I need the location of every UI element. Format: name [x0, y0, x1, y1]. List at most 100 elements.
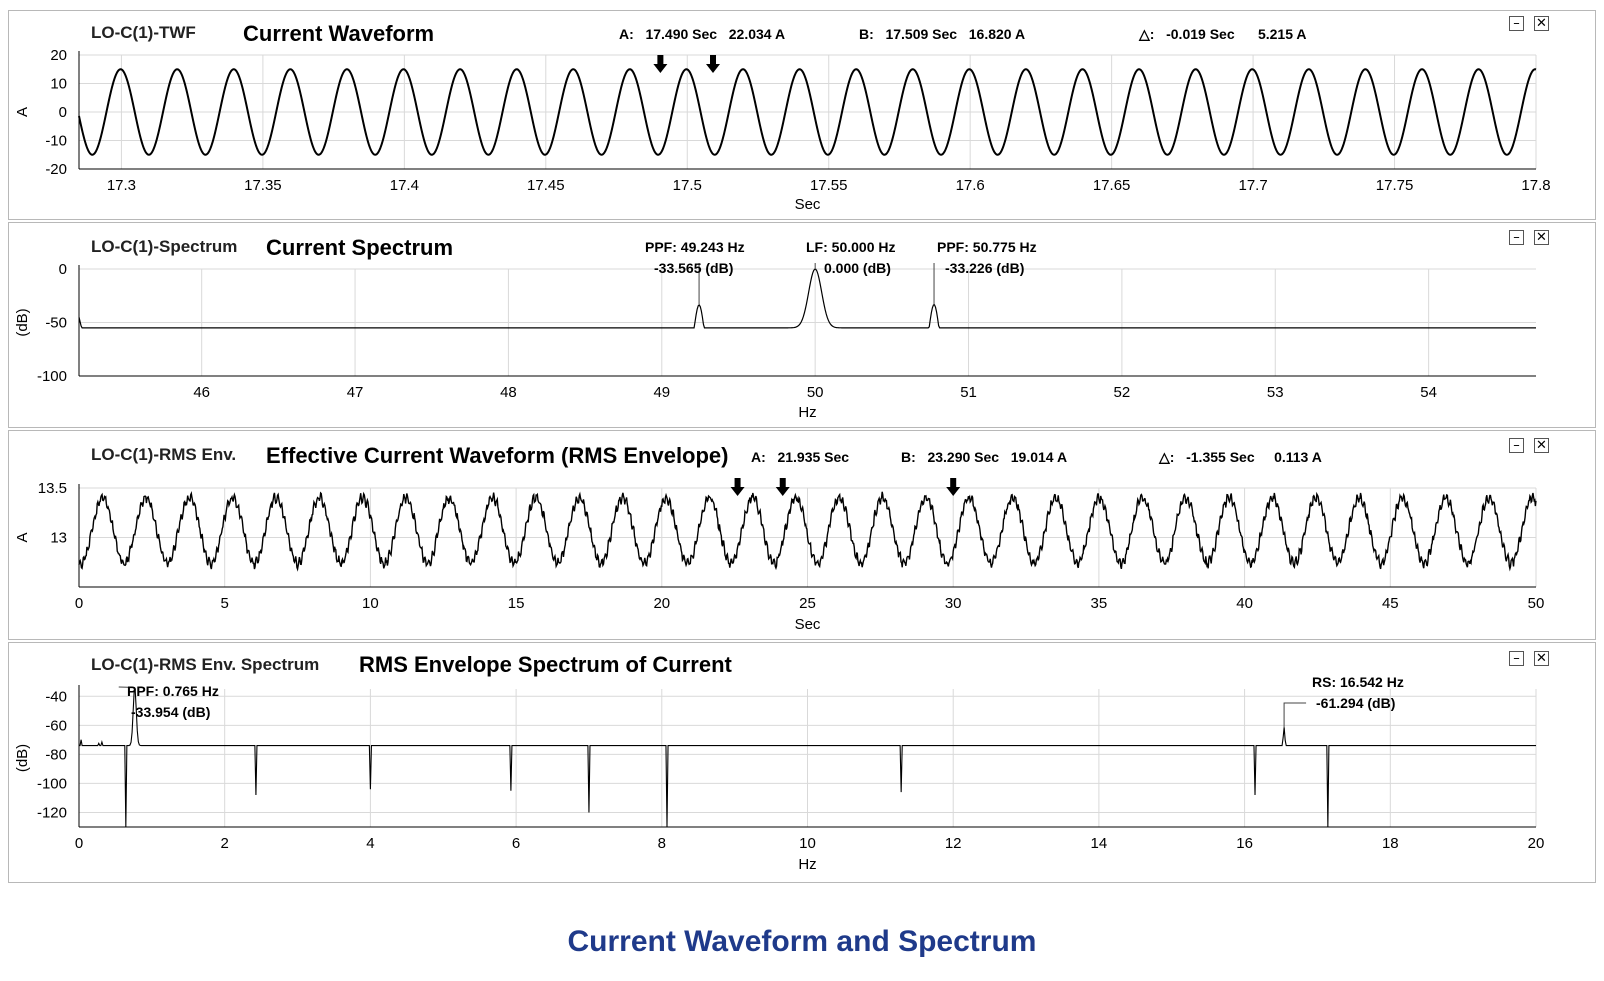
x-tick-label: 4 — [366, 835, 374, 852]
panel-tag: LO-C(1)-RMS Env. — [91, 445, 237, 464]
minimize-button[interactable]: – — [1509, 16, 1524, 31]
series-line — [78, 490, 1537, 572]
panel-title: Current Spectrum — [266, 235, 454, 260]
minimize-button[interactable]: – — [1509, 230, 1524, 245]
panel-tag: LO-C(1)-RMS Env. Spectrum — [91, 655, 320, 674]
peak-label: RS: 16.542 Hz — [1312, 674, 1404, 690]
x-tick-label: 17.3 — [107, 177, 136, 194]
x-tick-label: 0 — [75, 595, 83, 612]
peak-value: -33.226 (dB) — [945, 260, 1025, 276]
x-tick-label: 14 — [1091, 835, 1108, 852]
x-tick-label: 17.45 — [527, 177, 565, 194]
panel-rms-envelope: 0 5 10 15 20 25 30 35 40 45 50 13 13.5 Sec A LO-C(1)-R… — [8, 430, 1596, 640]
x-tick-label: 40 — [1236, 595, 1253, 612]
x-tick-label: 46 — [193, 384, 210, 401]
peak-value: -33.954 (dB) — [131, 704, 211, 720]
y-tick-label: 20 — [50, 47, 67, 64]
cursor-delta-readout: △: -0.019 Sec 5.215 A — [1139, 26, 1306, 43]
x-tick-label: 8 — [658, 835, 666, 852]
close-button[interactable]: ✕ — [1534, 230, 1549, 245]
cursor-arrow-icon — [653, 55, 668, 73]
x-axis-label: Hz — [798, 404, 816, 421]
x-tick-label: 16 — [1236, 835, 1253, 852]
peak-label: PPF: 49.243 Hz — [645, 239, 745, 255]
x-tick-label: 51 — [960, 384, 977, 401]
close-button[interactable]: ✕ — [1534, 16, 1549, 31]
cursor-a-readout: A: 21.935 Sec — [751, 449, 849, 465]
x-tick-label: 25 — [799, 595, 816, 612]
cursor-delta-value: 5.215 A — [1257, 26, 1307, 42]
x-tick-label: 10 — [362, 595, 379, 612]
peak-marker — [1283, 702, 1307, 728]
x-tick-label: 48 — [500, 384, 517, 401]
y-tick-label: -50 — [45, 315, 67, 332]
figure-caption: Current Waveform and Spectrum — [567, 925, 1037, 958]
chart-rms-envelope-spectrum: 0 2 4 6 8 10 12 14 16 18 20 -120 -100 -80 -60 -40 Hz (dB) — [14, 685, 1544, 873]
cursor-b-readout: B: 23.290 Sec 19.014 A — [901, 449, 1067, 465]
x-tick-label: 17.75 — [1376, 177, 1414, 194]
cursor-a-time: 17.490 Sec — [645, 26, 718, 42]
x-tick-label: 54 — [1420, 384, 1437, 401]
y-tick-label: 0 — [59, 261, 67, 278]
cursor-a-label: A: — [619, 26, 634, 42]
y-tick-label: 10 — [50, 76, 67, 93]
series-line — [78, 68, 1537, 156]
x-tick-label: 49 — [653, 384, 670, 401]
minimize-button[interactable]: – — [1509, 438, 1524, 453]
series-line — [79, 688, 1536, 828]
chart-current-waveform: 17.3 17.35 17.4 17.45 17.5 17.55 17.6 17.65 17.7… — [14, 47, 1551, 213]
x-tick-label: 5 — [221, 595, 229, 612]
cursor-delta-readout: △: -1.355 Sec 0.113 A — [1159, 449, 1322, 466]
x-tick-label: 50 — [807, 384, 824, 401]
cursor-delta-label: △: — [1139, 26, 1155, 42]
series-line — [78, 268, 1536, 329]
x-tick-label: 17.35 — [244, 177, 282, 194]
cursor-a-label: A: — [751, 449, 766, 465]
cursor-arrow-icon — [730, 478, 745, 496]
close-button[interactable]: ✕ — [1534, 438, 1549, 453]
peak-value: -33.565 (dB) — [654, 260, 734, 276]
cursor-b-time: 23.290 Sec — [927, 449, 1000, 465]
panel-current-waveform: 17.3 17.35 17.4 17.45 17.5 17.55 17.6 17.65 17.7… — [8, 10, 1596, 220]
panel-title: Current Waveform — [243, 21, 435, 46]
panel-title: RMS Envelope Spectrum of Current — [359, 652, 732, 677]
x-tick-label: 20 — [653, 595, 670, 612]
cursor-b-label: B: — [901, 449, 916, 465]
y-tick-label: 13.5 — [38, 480, 67, 497]
panel-current-spectrum: 46 47 48 49 50 51 52 53 54 -100 -50 0 Hz (dB) LO-C(1)… — [8, 222, 1596, 428]
panel-title: Effective Current Waveform (RMS Envelope… — [266, 443, 729, 468]
cursor-delta-value: 0.113 A — [1274, 449, 1322, 465]
y-axis-label: A — [14, 107, 31, 117]
x-tick-label: 0 — [75, 835, 83, 852]
cursor-b-label: B: — [859, 26, 874, 42]
panel-tag: LO-C(1)-TWF — [91, 23, 196, 42]
y-tick-label: -60 — [45, 717, 67, 734]
peak-annotation: PPF: 0.765 Hz -33.954 (dB) — [127, 683, 219, 720]
minimize-button[interactable]: – — [1509, 651, 1524, 666]
peak-value: -61.294 (dB) — [1316, 695, 1396, 711]
y-tick-label: 13 — [50, 530, 67, 547]
x-tick-label: 17.65 — [1093, 177, 1131, 194]
y-axis-label: (dB) — [14, 744, 31, 772]
x-tick-label: 15 — [508, 595, 525, 612]
chart-current-spectrum: 46 47 48 49 50 51 52 53 54 -100 -50 0 Hz (dB) — [14, 261, 1536, 421]
x-tick-label: 17.5 — [673, 177, 702, 194]
x-tick-label: 12 — [945, 835, 962, 852]
x-tick-label: 35 — [1091, 595, 1108, 612]
x-tick-label: 10 — [799, 835, 816, 852]
x-tick-label: 47 — [347, 384, 364, 401]
chart-rms-envelope: 0 5 10 15 20 25 30 35 40 45 50 13 13.5 Sec A — [14, 478, 1544, 633]
x-tick-label: 17.4 — [390, 177, 419, 194]
peak-annotation: PPF: 50.775 Hz -33.226 (dB) — [937, 239, 1037, 276]
peak-value: 0.000 (dB) — [824, 260, 891, 276]
peak-label: PPF: 50.775 Hz — [937, 239, 1037, 255]
peak-label: PPF: 0.765 Hz — [127, 683, 219, 699]
peak-annotation: RS: 16.542 Hz -61.294 (dB) — [1312, 674, 1404, 711]
x-axis-label: Sec — [795, 616, 821, 633]
x-tick-label: 17.8 — [1521, 177, 1550, 194]
close-button[interactable]: ✕ — [1534, 651, 1549, 666]
y-tick-label: 0 — [59, 104, 67, 121]
y-tick-label: -80 — [45, 746, 67, 763]
y-tick-label: -40 — [45, 688, 67, 705]
cursor-a-time: 21.935 Sec — [777, 449, 850, 465]
